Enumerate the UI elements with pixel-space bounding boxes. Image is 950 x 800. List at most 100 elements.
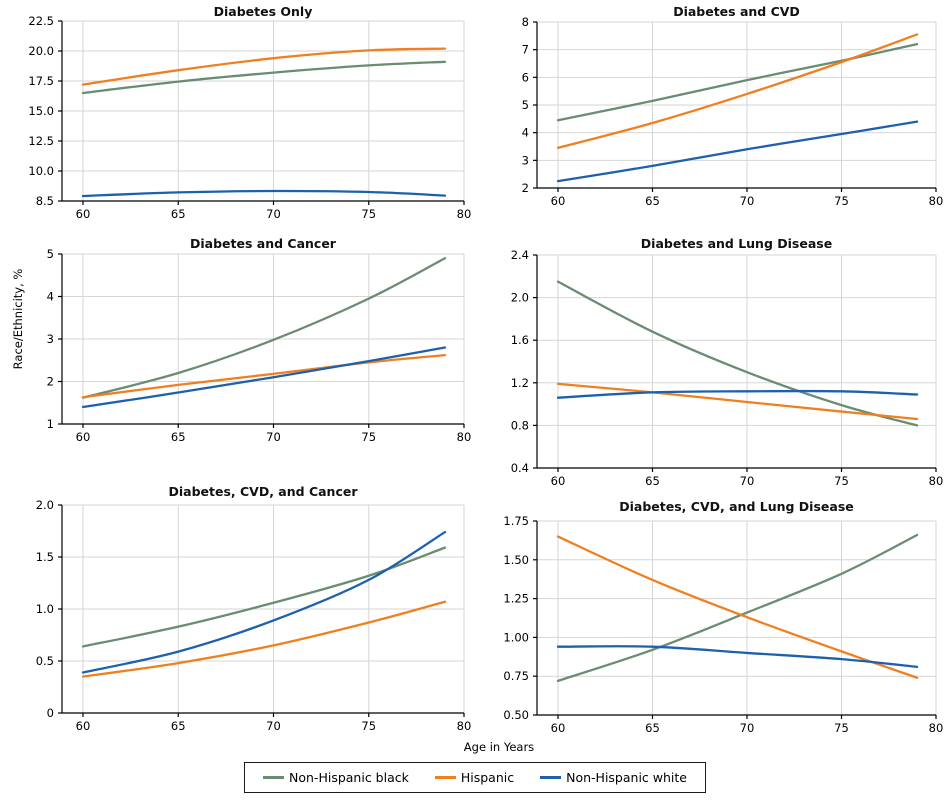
x-tick-label: 60 bbox=[76, 430, 91, 444]
line-swatch-non-hispanic-white bbox=[540, 776, 562, 779]
y-tick-label: 0.5 bbox=[36, 654, 54, 668]
y-tick-label: 1.75 bbox=[503, 514, 529, 528]
y-tick-label: 0.8 bbox=[511, 418, 529, 432]
panel-title-diabetes-cvd: Diabetes and CVD bbox=[673, 4, 800, 19]
panel-title-diabetes-lung: Diabetes and Lung Disease bbox=[640, 236, 833, 251]
series-line-hispanic bbox=[81, 354, 447, 399]
x-tick-label: 70 bbox=[266, 719, 281, 733]
y-tick-label: 6 bbox=[522, 70, 529, 84]
y-tick-label: 0.4 bbox=[511, 461, 529, 475]
y-tick-label: 0.75 bbox=[503, 669, 529, 683]
y-tick-label: 1.2 bbox=[511, 376, 529, 390]
axes bbox=[58, 504, 465, 717]
x-tick-label: 70 bbox=[740, 474, 755, 488]
line-swatch-non-hispanic-black bbox=[263, 776, 285, 779]
series-line-non-hispanic-black bbox=[81, 546, 447, 648]
series-line-non-hispanic-white bbox=[556, 389, 919, 399]
legend-item-non-hispanic-black: Non-Hispanic black bbox=[263, 770, 409, 785]
y-tick-label: 1.25 bbox=[503, 592, 529, 606]
tick-labels: 60 65 70 75 80 0.50 0.75 1.00 1.25 1.50 1.75 bbox=[503, 514, 943, 735]
y-tick-label: 0.50 bbox=[503, 708, 529, 722]
tick-labels: 60 65 70 75 80 1 2 3 4 5 bbox=[47, 247, 472, 444]
y-tick-label: 3 bbox=[47, 332, 54, 346]
y-tick-label: 2.0 bbox=[36, 498, 54, 512]
panel-3: 60 65 70 75 80 0.4 0.8 1.2 1.6 2.0 2.4 bbox=[511, 248, 944, 488]
y-tick-label: 20.0 bbox=[28, 44, 54, 58]
x-tick-label: 60 bbox=[76, 719, 91, 733]
panel-title-diabetes-cvd-cancer: Diabetes, CVD, and Cancer bbox=[168, 484, 358, 499]
legend-item-non-hispanic-white: Non-Hispanic white bbox=[540, 770, 687, 785]
legend-item-hispanic: Hispanic bbox=[434, 770, 514, 785]
series-line-hispanic bbox=[81, 47, 447, 86]
x-tick-label: 80 bbox=[457, 719, 472, 733]
series-line-non-hispanic-white bbox=[81, 189, 447, 198]
x-tick-label: 65 bbox=[645, 474, 660, 488]
series-line-non-hispanic-black bbox=[81, 60, 447, 95]
series-line-non-hispanic-white bbox=[556, 645, 919, 669]
y-tick-label: 1.00 bbox=[503, 630, 529, 644]
y-tick-label: 5 bbox=[522, 98, 529, 112]
y-tick-label: 4 bbox=[522, 126, 529, 140]
x-tick-label: 65 bbox=[171, 207, 186, 221]
gridlines bbox=[537, 254, 937, 468]
y-tick-label: 22.5 bbox=[28, 14, 54, 28]
x-tick-label: 60 bbox=[76, 207, 91, 221]
panel-5: 60 65 70 75 80 0.50 0.75 1.00 1.25 1.50 1.75 bbox=[503, 514, 943, 735]
x-tick-label: 75 bbox=[361, 719, 376, 733]
line-swatch-hispanic bbox=[434, 776, 456, 779]
x-tick-label: 80 bbox=[457, 207, 472, 221]
x-tick-label: 75 bbox=[834, 721, 849, 735]
x-tick-label: 65 bbox=[171, 430, 186, 444]
panel-2: 60 65 70 75 80 1 2 3 4 5 bbox=[47, 247, 472, 444]
y-tick-label: 1.6 bbox=[511, 333, 529, 347]
x-tick-label: 75 bbox=[834, 474, 849, 488]
x-tick-label: 80 bbox=[929, 194, 944, 208]
y-tick-label: 1.50 bbox=[503, 553, 529, 567]
axes bbox=[533, 520, 937, 719]
y-tick-label: 1.0 bbox=[36, 602, 54, 616]
y-axis-label: Race/Ethnicity, % bbox=[11, 268, 25, 370]
gridlines bbox=[62, 504, 465, 713]
panel-1: 60 65 70 75 80 2 3 4 5 6 7 8 bbox=[522, 15, 944, 208]
x-tick-label: 70 bbox=[740, 721, 755, 735]
y-tick-label: 7 bbox=[522, 43, 529, 57]
y-tick-label: 12.5 bbox=[28, 134, 54, 148]
x-tick-label: 75 bbox=[361, 207, 376, 221]
y-tick-label: 5 bbox=[47, 247, 54, 261]
tick-labels: 60 65 70 75 80 0 0.5 1.0 1.5 2.0 bbox=[36, 498, 472, 733]
y-tick-label: 2.0 bbox=[511, 291, 529, 305]
x-tick-label: 80 bbox=[929, 721, 944, 735]
x-tick-label: 80 bbox=[457, 430, 472, 444]
x-tick-label: 75 bbox=[834, 194, 849, 208]
gridlines bbox=[537, 21, 937, 188]
axes bbox=[533, 21, 937, 192]
x-tick-label: 70 bbox=[266, 430, 281, 444]
axes bbox=[58, 20, 465, 205]
gridlines bbox=[62, 253, 465, 424]
tick-labels: 60 65 70 75 80 0.4 0.8 1.2 1.6 2.0 2.4 bbox=[511, 248, 944, 488]
y-tick-label: 10.0 bbox=[28, 164, 54, 178]
panel-title-diabetes-cvd-lung: Diabetes, CVD, and Lung Disease bbox=[619, 499, 854, 514]
y-tick-label: 15.0 bbox=[28, 104, 54, 118]
x-tick-label: 80 bbox=[929, 474, 944, 488]
series-line-hispanic bbox=[556, 535, 919, 679]
series-line-non-hispanic-black bbox=[556, 533, 919, 683]
series-line-hispanic bbox=[81, 600, 447, 678]
series-line-non-hispanic-white bbox=[556, 120, 919, 183]
x-axis-label: Age in Years bbox=[463, 740, 535, 754]
tick-labels: 60 65 70 75 80 8.5 10.0 12.5 15.0 17.5 20.0 22.5 bbox=[28, 14, 471, 221]
y-tick-label: 3 bbox=[522, 153, 529, 167]
y-tick-label: 8.5 bbox=[36, 194, 54, 208]
x-tick-label: 75 bbox=[361, 430, 376, 444]
series-line-non-hispanic-white bbox=[81, 346, 447, 409]
axes bbox=[58, 253, 465, 428]
y-tick-label: 2 bbox=[522, 181, 529, 195]
tick-labels: 60 65 70 75 80 2 3 4 5 6 7 8 bbox=[522, 15, 944, 208]
x-tick-label: 65 bbox=[171, 719, 186, 733]
x-tick-label: 60 bbox=[551, 474, 566, 488]
legend-label: Non-Hispanic white bbox=[566, 770, 687, 785]
legend-box: Non-Hispanic black Hispanic Non-Hispanic… bbox=[244, 762, 706, 793]
y-tick-label: 0 bbox=[47, 706, 54, 720]
